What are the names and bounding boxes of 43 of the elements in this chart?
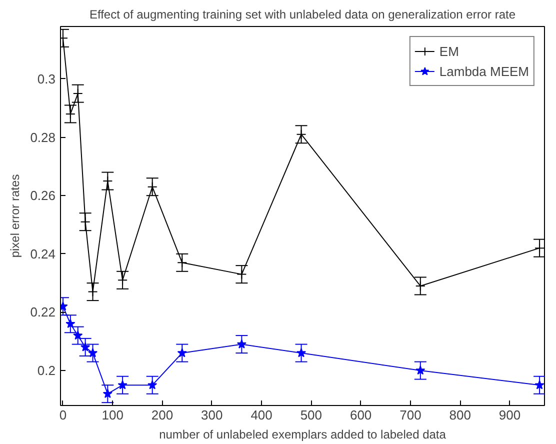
y-tick-label: 0.22 [30, 304, 56, 320]
x-tick-label: 300 [201, 408, 223, 422]
point [80, 216, 90, 227]
point [72, 88, 83, 99]
point [534, 243, 544, 254]
x-tick-label: 800 [449, 408, 471, 422]
x-tick-label: 0 [59, 408, 67, 422]
point [177, 348, 187, 358]
x-tick-label: 200 [151, 408, 174, 422]
point [296, 348, 306, 358]
legend-label: Lambda MEEM [439, 64, 529, 78]
point [118, 275, 128, 286]
point [416, 366, 426, 375]
point [236, 339, 246, 348]
point [88, 348, 98, 358]
point [147, 182, 158, 192]
point [73, 330, 83, 340]
point [177, 258, 188, 268]
point [102, 388, 112, 398]
y-axis-title: pixel error rates [8, 174, 22, 258]
x-tick-label: 500 [300, 408, 322, 422]
point [236, 269, 247, 280]
point [65, 108, 76, 119]
point [80, 342, 90, 352]
point [534, 380, 544, 390]
y-tick-label: 0.2 [37, 363, 56, 378]
x-tick-label: 100 [102, 408, 124, 422]
x-tick-label: 900 [498, 408, 521, 422]
point [296, 129, 306, 140]
point [148, 380, 158, 390]
y-tick-label: 0.26 [30, 188, 56, 204]
point [118, 380, 128, 390]
x-tick-label: 400 [250, 408, 272, 422]
y-tick-label: 0.28 [30, 130, 56, 145]
x-tick-label: 600 [350, 408, 372, 422]
x-tick-label: 700 [400, 408, 422, 422]
point [415, 280, 426, 291]
point [66, 318, 76, 328]
x-axis-title: number of unlabeled exemplars added to labeled data [159, 428, 446, 442]
chart-title: Effect of augmenting training set with unlabeled data on generalization error rate [89, 8, 516, 22]
legend-label: EM [439, 44, 460, 58]
y-tick-label: 0.3 [37, 71, 56, 86]
y-tick-label: 0.24 [30, 246, 56, 262]
